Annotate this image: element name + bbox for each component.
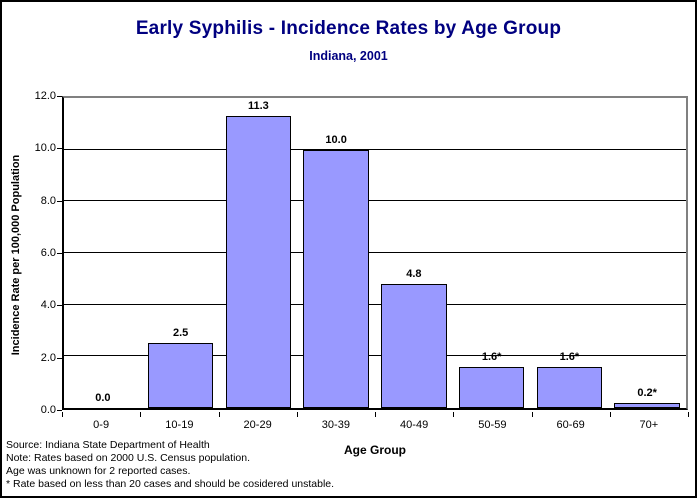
x-tick xyxy=(609,412,611,417)
y-tick xyxy=(57,96,62,97)
bar-value-label: 0.2* xyxy=(637,386,657,399)
y-tick-label: 0.0 xyxy=(40,404,56,416)
footnote-note: Note: Rates based on 2000 U.S. Census po… xyxy=(6,452,250,464)
x-tick xyxy=(296,412,298,417)
bar-value-label: 2.5 xyxy=(172,327,189,340)
y-tick-label: 8.0 xyxy=(40,194,56,207)
y-tick-label: 6.0 xyxy=(40,247,56,259)
x-tick xyxy=(531,412,533,417)
bar-value-label: 1.6* xyxy=(559,350,580,363)
bar xyxy=(303,149,369,408)
y-tick-label: 2.0 xyxy=(40,351,56,364)
x-tick-label: 10-19 xyxy=(165,419,194,431)
bar xyxy=(458,366,525,408)
x-tick-label: 50-59 xyxy=(478,419,507,431)
bar-value-label: 0.0 xyxy=(95,392,111,404)
y-tick xyxy=(57,253,62,254)
bar xyxy=(147,343,214,408)
plot-area: 0.0 2.5 11.3 10.0 4.8 1.6* 1.6* 0.2* xyxy=(62,96,688,410)
bar xyxy=(614,402,680,408)
bar-value-label: 4.8 xyxy=(406,268,422,280)
bar xyxy=(225,116,292,408)
bar-value-label: 1.6* xyxy=(481,350,502,363)
chart-title: Early Syphilis - Incidence Rates by Age … xyxy=(135,18,562,39)
bar-value-label: 11.3 xyxy=(247,100,269,113)
footnotes: Source: Indiana State Department of Heal… xyxy=(6,439,334,491)
x-axis-title: Age Group xyxy=(344,443,406,457)
x-tick-label: 20-29 xyxy=(243,419,272,431)
bar xyxy=(381,284,447,408)
gridline xyxy=(64,355,686,357)
x-tick-label: 60-69 xyxy=(556,419,585,431)
y-tick xyxy=(57,410,62,411)
x-tick-label: 70+ xyxy=(639,419,659,431)
x-tick-labels: 0-9 10-19 20-29 30-39 40-49 50-59 60-69 70+ xyxy=(62,419,688,431)
footnote-source: Source: Indiana State Department of Heal… xyxy=(6,439,210,451)
gridline xyxy=(64,303,686,305)
y-tick xyxy=(57,148,62,150)
x-tick xyxy=(218,412,220,417)
bar-value-label: 10.0 xyxy=(325,133,347,146)
y-tick xyxy=(57,305,62,307)
x-tick xyxy=(140,412,142,417)
x-tick xyxy=(62,412,63,417)
chart-subtitle: Indiana, 2001 xyxy=(309,49,388,63)
x-tick-label: 40-49 xyxy=(400,419,429,431)
gridline xyxy=(64,200,686,202)
y-tick-label: 12.0 xyxy=(34,90,56,102)
x-tick xyxy=(453,412,455,417)
x-tick-label: 0-9 xyxy=(93,419,110,431)
bar xyxy=(536,366,603,408)
y-tick xyxy=(57,200,62,202)
footnote-unknown-age: Age was unknown for 2 reported cases. xyxy=(6,465,191,477)
x-tick-label: 30-39 xyxy=(321,419,350,431)
gridline xyxy=(64,252,686,253)
y-tick-label: 10.0 xyxy=(34,142,56,155)
gridline xyxy=(64,148,686,150)
x-tick xyxy=(375,412,376,417)
footnote-unstable-rate: * Rate based on less than 20 cases and s… xyxy=(6,478,335,490)
x-tick xyxy=(688,412,689,417)
y-tick-label: 4.0 xyxy=(40,299,56,312)
y-tick xyxy=(57,357,62,359)
